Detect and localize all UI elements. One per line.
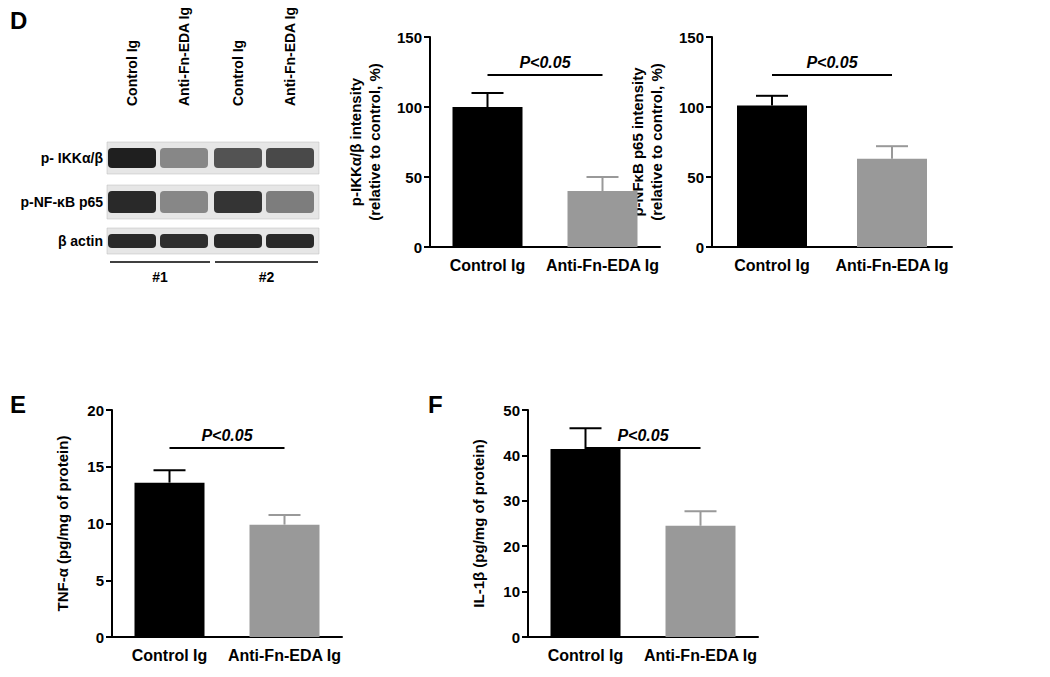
svg-text:50: 50 [503, 402, 520, 419]
svg-text:(relative to control, %): (relative to control, %) [648, 63, 665, 221]
svg-text:0: 0 [414, 239, 422, 256]
svg-text:#2: #2 [259, 269, 275, 285]
svg-text:50: 50 [405, 169, 422, 186]
svg-text:0: 0 [512, 629, 520, 646]
svg-text:Anti-Fn-EDA Ig: Anti-Fn-EDA Ig [546, 257, 659, 274]
svg-text:p-NFκB p65 intensity: p-NFκB p65 intensity [629, 67, 646, 217]
svg-text:40: 40 [503, 447, 520, 464]
svg-text:p-NF-κB p65: p-NF-κB p65 [21, 194, 104, 210]
svg-text:100: 100 [679, 99, 704, 116]
svg-text:P<0.05: P<0.05 [201, 427, 253, 444]
svg-text:F: F [428, 391, 443, 418]
svg-text:Control Ig: Control Ig [734, 257, 810, 274]
svg-text:E: E [10, 391, 26, 418]
svg-text:20: 20 [87, 402, 104, 419]
svg-text:P<0.05: P<0.05 [806, 54, 858, 71]
svg-text:TNF-α (pg/mg of protein): TNF-α (pg/mg of protein) [54, 436, 71, 612]
svg-text:10: 10 [87, 515, 104, 532]
svg-text:Control Ig: Control Ig [450, 257, 526, 274]
svg-text:20: 20 [503, 538, 520, 555]
svg-text:(relative to control, %): (relative to control, %) [366, 63, 383, 221]
svg-text:P<0.05: P<0.05 [617, 427, 669, 444]
svg-text:Anti-Fn-EDA Ig: Anti-Fn-EDA Ig [228, 647, 341, 664]
svg-text:Control Ig: Control Ig [230, 40, 246, 106]
svg-text:Control Ig: Control Ig [124, 40, 140, 106]
svg-text:150: 150 [397, 29, 422, 46]
svg-text:10: 10 [503, 583, 520, 600]
svg-text:p-IKKα/β intensity: p-IKKα/β intensity [347, 77, 364, 206]
svg-text:p- IKKα/β: p- IKKα/β [41, 150, 104, 166]
svg-text:IL-1β (pg/mg of protein): IL-1β (pg/mg of protein) [470, 439, 487, 607]
svg-text:5: 5 [96, 572, 104, 589]
svg-text:0: 0 [96, 629, 104, 646]
svg-text:100: 100 [397, 99, 422, 116]
svg-text:P<0.05: P<0.05 [519, 54, 571, 71]
svg-text:Control Ig: Control Ig [132, 647, 208, 664]
svg-text:150: 150 [679, 29, 704, 46]
svg-text:β actin: β actin [58, 233, 103, 249]
svg-text:Anti-Fn-EDA Ig: Anti-Fn-EDA Ig [176, 7, 192, 106]
svg-text:#1: #1 [152, 269, 168, 285]
svg-text:15: 15 [87, 458, 104, 475]
svg-text:Control Ig: Control Ig [548, 647, 624, 664]
svg-text:30: 30 [503, 492, 520, 509]
svg-text:Anti-Fn-EDA Ig: Anti-Fn-EDA Ig [644, 647, 757, 664]
svg-text:D: D [10, 7, 27, 34]
svg-text:50: 50 [687, 169, 704, 186]
svg-text:Anti-Fn-EDA Ig: Anti-Fn-EDA Ig [835, 257, 948, 274]
svg-text:0: 0 [696, 239, 704, 256]
svg-text:Anti-Fn-EDA Ig: Anti-Fn-EDA Ig [282, 7, 298, 106]
